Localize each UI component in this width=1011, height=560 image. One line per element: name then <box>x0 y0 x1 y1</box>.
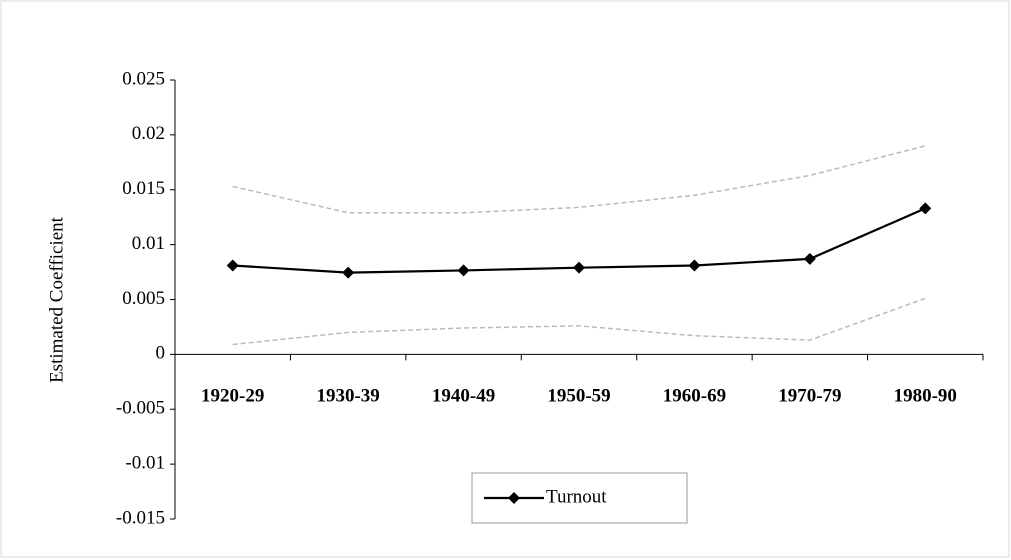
y-tick-label: 0.025 <box>122 68 165 89</box>
y-tick-label: -0.015 <box>116 507 165 528</box>
y-tick-label: 0.01 <box>132 233 165 254</box>
x-tick-label: 1950-59 <box>547 386 610 407</box>
y-tick-label: -0.01 <box>125 452 165 473</box>
legend-marker <box>508 492 520 504</box>
y-axis-title: Estimated Coefficient <box>46 216 67 383</box>
marker <box>803 252 816 265</box>
legend-label: Turnout <box>546 486 607 507</box>
marker <box>342 266 355 279</box>
y-tick-label: -0.005 <box>116 398 165 419</box>
y-tick-label: 0.015 <box>122 178 165 199</box>
x-tick-label: 1930-39 <box>316 386 379 407</box>
marker <box>457 264 470 277</box>
x-tick-label: 1940-49 <box>432 386 495 407</box>
marker <box>226 259 239 272</box>
y-tick-label: 0 <box>156 343 166 364</box>
marker <box>573 261 585 274</box>
x-tick-label: 1920-29 <box>201 386 264 407</box>
y-tick-label: 0.005 <box>122 288 165 309</box>
x-tick-label: 1980-90 <box>894 386 957 407</box>
x-tick-label: 1960-69 <box>663 386 726 407</box>
y-tick-label: 0.02 <box>132 123 165 144</box>
marker <box>688 259 701 272</box>
x-tick-label: 1970-79 <box>778 386 841 407</box>
band-line <box>232 297 926 346</box>
marker <box>919 202 932 215</box>
